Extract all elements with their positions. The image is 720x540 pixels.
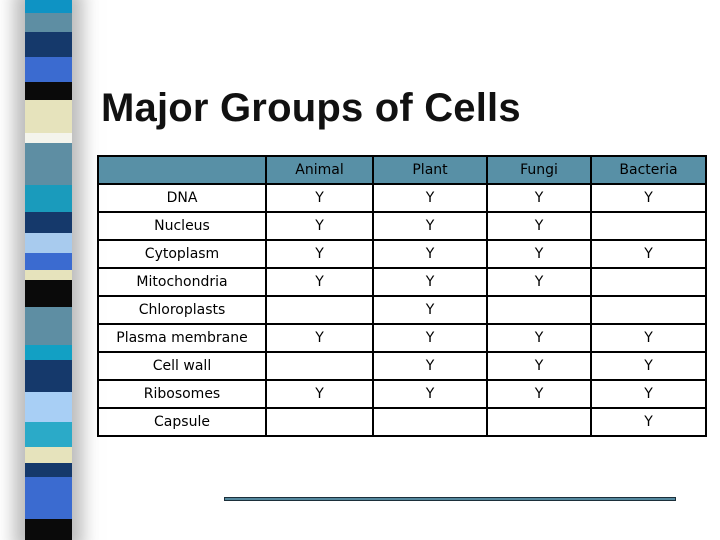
column-header-animal: Animal: [265, 155, 374, 185]
cell-plasma-membrane-fungi: Y: [486, 323, 592, 353]
filmstrip-stripe: [25, 307, 72, 345]
filmstrip-stripe: [25, 477, 72, 519]
cell-chloroplasts-fungi: [486, 295, 592, 325]
column-header-bacteria: Bacteria: [590, 155, 707, 185]
cell-chloroplasts-plant: Y: [372, 295, 488, 325]
filmstrip-stripe: [25, 82, 72, 100]
cell-dna-bacteria: Y: [590, 183, 707, 213]
row-label-cytoplasm: Cytoplasm: [97, 239, 267, 269]
row-label-chloroplasts: Chloroplasts: [97, 295, 267, 325]
filmstrip-stripe: [25, 270, 72, 280]
cell-nucleus-fungi: Y: [486, 211, 592, 241]
row-label-cell-wall: Cell wall: [97, 351, 267, 381]
cell-cytoplasm-animal: Y: [265, 239, 374, 269]
table-row: Cell wall Y Y Y: [97, 351, 707, 381]
table-row: Cytoplasm Y Y Y Y: [97, 239, 707, 269]
row-label-dna: DNA: [97, 183, 267, 213]
column-header-fungi: Fungi: [486, 155, 592, 185]
filmstrip-stripe: [25, 133, 72, 143]
filmstrip-stripe: [25, 463, 72, 477]
cell-cell-wall-fungi: Y: [486, 351, 592, 381]
table-row: Chloroplasts Y: [97, 295, 707, 325]
row-label-ribosomes: Ribosomes: [97, 379, 267, 409]
cell-chloroplasts-bacteria: [590, 295, 707, 325]
filmstrip-stripe: [25, 32, 72, 57]
cell-capsule-plant: [372, 407, 488, 437]
table-row: Capsule Y: [97, 407, 707, 437]
cell-cell-wall-animal: [265, 351, 374, 381]
filmstrip-stripe: [25, 0, 72, 13]
cell-ribosomes-bacteria: Y: [590, 379, 707, 409]
cell-plasma-membrane-animal: Y: [265, 323, 374, 353]
row-label-plasma-membrane: Plasma membrane: [97, 323, 267, 353]
column-header-plant: Plant: [372, 155, 488, 185]
cell-cytoplasm-fungi: Y: [486, 239, 592, 269]
cell-ribosomes-animal: Y: [265, 379, 374, 409]
filmstrip-stripe: [25, 519, 72, 540]
table-row: DNA Y Y Y Y: [97, 183, 707, 213]
filmstrip-stripe: [25, 447, 72, 463]
row-label-capsule: Capsule: [97, 407, 267, 437]
filmstrip-stripe: [25, 280, 72, 307]
cell-nucleus-plant: Y: [372, 211, 488, 241]
cell-plasma-membrane-bacteria: Y: [590, 323, 707, 353]
filmstrip-stripe: [25, 185, 72, 212]
cell-dna-plant: Y: [372, 183, 488, 213]
decorative-filmstrip: [25, 0, 72, 540]
filmstrip-stripe: [25, 212, 72, 233]
filmstrip-stripe: [25, 360, 72, 392]
filmstrip-stripe: [25, 392, 72, 422]
cell-mitochondria-fungi: Y: [486, 267, 592, 297]
cell-chloroplasts-animal: [265, 295, 374, 325]
row-label-nucleus: Nucleus: [97, 211, 267, 241]
cell-mitochondria-plant: Y: [372, 267, 488, 297]
cell-dna-fungi: Y: [486, 183, 592, 213]
filmstrip-stripe: [25, 422, 72, 447]
cell-cell-wall-plant: Y: [372, 351, 488, 381]
table-row: Mitochondria Y Y Y: [97, 267, 707, 297]
table-row: Nucleus Y Y Y: [97, 211, 707, 241]
cell-plasma-membrane-plant: Y: [372, 323, 488, 353]
filmstrip-stripe: [25, 57, 72, 82]
table-row: Plasma membrane Y Y Y Y: [97, 323, 707, 353]
slide-title: Major Groups of Cells: [101, 85, 521, 130]
cell-cytoplasm-bacteria: Y: [590, 239, 707, 269]
corner-header-cell: [97, 155, 267, 185]
filmstrip-stripe: [25, 253, 72, 270]
row-label-mitochondria: Mitochondria: [97, 267, 267, 297]
cell-mitochondria-animal: Y: [265, 267, 374, 297]
cell-ribosomes-plant: Y: [372, 379, 488, 409]
filmstrip-stripe: [25, 143, 72, 185]
cell-ribosomes-fungi: Y: [486, 379, 592, 409]
cell-capsule-bacteria: Y: [590, 407, 707, 437]
filmstrip-stripe: [25, 233, 72, 253]
cell-nucleus-animal: Y: [265, 211, 374, 241]
bottom-divider-line: [224, 497, 676, 501]
filmstrip-stripe: [25, 100, 72, 133]
cell-cell-wall-bacteria: Y: [590, 351, 707, 381]
cell-features-table: Animal Plant Fungi Bacteria DNA Y Y Y Y Nucleus Y…: [97, 155, 707, 437]
filmstrip-stripe: [25, 13, 72, 32]
table-header-row: Animal Plant Fungi Bacteria: [97, 155, 707, 185]
cell-cytoplasm-plant: Y: [372, 239, 488, 269]
cell-nucleus-bacteria: [590, 211, 707, 241]
cell-capsule-animal: [265, 407, 374, 437]
table-row: Ribosomes Y Y Y Y: [97, 379, 707, 409]
cell-dna-animal: Y: [265, 183, 374, 213]
filmstrip-stripe: [25, 345, 72, 360]
cell-capsule-fungi: [486, 407, 592, 437]
cell-mitochondria-bacteria: [590, 267, 707, 297]
